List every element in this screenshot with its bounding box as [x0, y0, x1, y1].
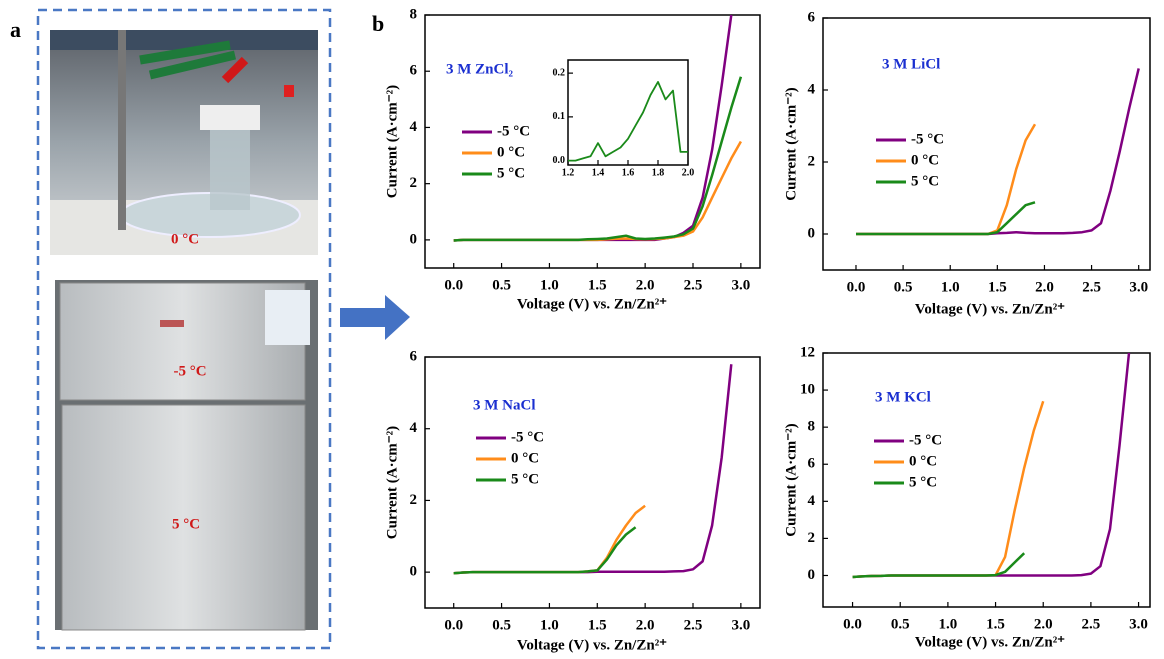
x-tick-label: 0.0	[843, 616, 862, 632]
x-tick-label: 2.0	[1034, 616, 1053, 632]
y-axis-label: Current (A·cm⁻²)	[783, 423, 799, 536]
x-tick-label: 2.5	[684, 617, 703, 633]
x-tick-label: 1.8	[652, 167, 665, 178]
y-tick-label: 0	[808, 225, 816, 241]
x-axis-label: Voltage (V) vs. Zn/Zn²⁺	[517, 637, 667, 653]
y-tick-label: 2	[410, 492, 418, 508]
x-tick-label: 2.0	[1035, 279, 1054, 295]
y-tick-label: 4	[410, 119, 418, 135]
panel-label: a	[10, 17, 21, 42]
arrow	[340, 295, 410, 340]
y-tick-label: 8	[808, 419, 816, 435]
chart-annotation: 3 M NaCl	[473, 397, 536, 413]
x-tick-label: 3.0	[1129, 616, 1148, 632]
y-tick-label: 4	[808, 493, 816, 509]
x-tick-label: 1.6	[622, 167, 635, 178]
x-tick-label: 2.5	[684, 277, 703, 293]
y-tick-label: 6	[410, 348, 418, 364]
chart-annotation: 3 M ZnCl₂	[446, 61, 514, 77]
legend-label: -5 °C	[511, 429, 544, 445]
x-axis-label: Voltage (V) vs. Zn/Zn²⁺	[915, 301, 1065, 317]
chart-annotation: 3 M KCl	[875, 389, 931, 405]
y-tick-label: 0	[808, 567, 816, 583]
x-axis-label: Voltage (V) vs. Zn/Zn²⁺	[915, 634, 1065, 650]
x-tick-label: 2.5	[1082, 279, 1101, 295]
y-axis-label: Current (A·cm⁻²)	[384, 426, 400, 539]
legend-label: 5 °C	[909, 474, 937, 490]
x-tick-label: 1.5	[588, 617, 607, 633]
legend-label: 5 °C	[497, 165, 525, 181]
series-line	[856, 201, 1036, 236]
x-tick-label: 1.5	[986, 616, 1005, 632]
legend-label: -5 °C	[909, 432, 942, 448]
legend-label: -5 °C	[911, 131, 944, 147]
x-tick-label: 2.0	[636, 617, 655, 633]
y-tick-label: 2	[808, 153, 816, 169]
y-tick-label: 2	[808, 530, 816, 546]
y-tick-label: 6	[808, 456, 816, 472]
x-tick-label: 2.0	[636, 277, 655, 293]
plot-frame	[822, 17, 1151, 271]
series-line	[453, 76, 743, 242]
x-tick-label: 1.0	[540, 617, 559, 633]
x-tick-label: 2.5	[1082, 616, 1101, 632]
photo-fridge	[55, 280, 318, 631]
y-tick-label: 4	[808, 81, 816, 97]
photo-label: 5 °C	[172, 516, 200, 532]
x-tick-label: 3.0	[731, 277, 750, 293]
plot-frame	[424, 356, 761, 609]
x-tick-label: 1.5	[988, 279, 1007, 295]
y-tick-label: 0	[410, 564, 418, 580]
x-tick-label: 1.2	[562, 167, 575, 178]
panel-label: b	[372, 11, 384, 36]
legend-label: 5 °C	[511, 471, 539, 487]
legend-label: 0 °C	[511, 450, 539, 466]
y-tick-label: 6	[808, 9, 816, 25]
photo-top	[50, 30, 318, 255]
legend-label: 0 °C	[909, 453, 937, 469]
plot-frame	[822, 352, 1151, 608]
photo-label: -5 °C	[173, 363, 206, 379]
series-line	[852, 552, 1026, 579]
x-tick-label: 1.0	[939, 616, 958, 632]
x-tick-label: 0.5	[492, 617, 511, 633]
legend-label: -5 °C	[497, 123, 530, 139]
y-tick-label: 0.2	[553, 67, 566, 78]
x-tick-label: 1.0	[540, 277, 559, 293]
y-axis-label: Current (A·cm⁻²)	[783, 87, 799, 200]
x-tick-label: 0.0	[847, 279, 866, 295]
y-tick-label: 0.0	[553, 155, 566, 166]
x-axis-label: Voltage (V) vs. Zn/Zn²⁺	[517, 296, 667, 312]
inset-frame	[567, 59, 689, 166]
x-tick-label: 0.5	[894, 279, 913, 295]
legend-label: 5 °C	[911, 173, 939, 189]
chart-annotation: 3 M LiCl	[882, 56, 940, 72]
series-line	[568, 81, 688, 162]
y-tick-label: 8	[410, 6, 418, 22]
y-tick-label: 6	[410, 63, 418, 79]
y-tick-label: 4	[410, 420, 418, 436]
legend-label: 0 °C	[911, 152, 939, 168]
x-tick-label: 0.5	[492, 277, 511, 293]
y-axis-label: Current (A·cm⁻²)	[384, 85, 400, 198]
y-tick-label: 10	[800, 382, 815, 398]
x-tick-label: 3.0	[731, 617, 750, 633]
legend-label: 0 °C	[497, 144, 525, 160]
x-tick-label: 0.5	[891, 616, 910, 632]
y-tick-label: 0.1	[553, 111, 566, 122]
y-tick-label: 0	[410, 231, 418, 247]
x-tick-label: 1.5	[588, 277, 607, 293]
x-tick-label: 3.0	[1129, 279, 1148, 295]
x-tick-label: 0.0	[444, 617, 463, 633]
series-line	[453, 526, 637, 575]
y-tick-label: 2	[410, 175, 418, 191]
x-tick-label: 2.0	[682, 167, 695, 178]
x-tick-label: 1.0	[941, 279, 960, 295]
photo-label: 0 °C	[171, 231, 199, 247]
x-tick-label: 1.4	[592, 167, 605, 178]
x-tick-label: 0.0	[444, 277, 463, 293]
y-tick-label: 12	[800, 344, 815, 360]
